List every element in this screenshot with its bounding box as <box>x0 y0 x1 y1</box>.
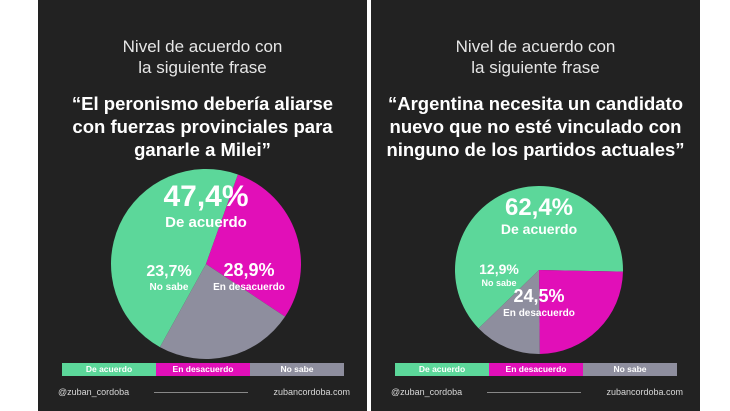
slice-name-label: En desacuerdo <box>503 308 575 319</box>
slice-name-label: En desacuerdo <box>213 282 285 293</box>
quote-line: nuevo que no esté vinculado con <box>389 116 682 137</box>
legend-desacuerdo: En desacuerdo <box>489 363 583 376</box>
pie-chart: 62,4%De acuerdo 24,5% En desacuerdo 12,9%No… <box>454 185 623 355</box>
slice-value-label: 28,9% <box>223 260 274 280</box>
quote-line: “El peronismo debería aliarse <box>71 93 334 114</box>
subtitle-line: Nivel de acuerdo con <box>122 37 283 56</box>
pie-slice-nosabe <box>159 264 286 359</box>
slice-name-label: No sabe <box>150 282 189 293</box>
quote-line: ninguno de los partidos actuales” <box>386 139 685 160</box>
slice-value-label: 62,4% <box>505 194 573 221</box>
website-link: zubancordoba.com <box>606 387 683 397</box>
pie-slice-acuerdo <box>111 169 238 348</box>
subtitle-line: la siguiente frase <box>138 58 267 77</box>
website-link: zubancordoba.com <box>273 387 350 397</box>
legend-desacuerdo: En desacuerdo <box>156 363 250 376</box>
subtitle: Nivel de acuerdo con la siguiente frase <box>38 36 367 78</box>
left-panel: Nivel de acuerdo con la siguiente frase … <box>38 0 367 411</box>
subtitle-line: Nivel de acuerdo con <box>455 37 616 56</box>
quote-line: “Argentina necesita un candidato <box>387 93 684 114</box>
subtitle: Nivel de acuerdo con la siguiente frase <box>371 36 700 78</box>
quote-line: ganarle a Milei” <box>134 139 271 160</box>
panel-divider <box>367 0 371 411</box>
right-panel: Nivel de acuerdo con la siguiente frase … <box>371 0 700 411</box>
slice-value-label: 12,9% <box>479 261 519 277</box>
slice-value-label: 24,5% <box>513 286 564 306</box>
footer: @zuban_cordoba zubancordoba.com <box>391 385 683 399</box>
legend-acuerdo: De acuerdo <box>395 363 489 376</box>
legend: De acuerdo En desacuerdo No sabe <box>62 363 344 376</box>
slice-value-label: 47,4% <box>163 180 248 213</box>
subtitle-line: la siguiente frase <box>471 58 600 77</box>
pie-slice-desacuerdo <box>539 270 623 354</box>
pie-chart: 47,4%De acuerdo 28,9% En desacuerdo 23,7% No… <box>111 169 301 359</box>
footer-line <box>154 392 248 393</box>
legend-nosabe: No sabe <box>583 363 677 376</box>
social-handle: @zuban_cordoba <box>58 387 130 397</box>
footer-line <box>487 392 581 393</box>
pie-slice-acuerdo <box>454 185 623 329</box>
quote-line: con fuerzas provinciales para <box>72 116 333 137</box>
quote: “Argentina necesita un candidato nuevo q… <box>371 92 700 161</box>
legend-acuerdo: De acuerdo <box>62 363 156 376</box>
quote: “El peronismo debería aliarse con fuerza… <box>38 92 367 161</box>
slice-value-label: 23,7% <box>146 263 191 280</box>
pie-slice-desacuerdo <box>206 174 301 317</box>
slice-name-label: De acuerdo <box>501 221 577 237</box>
legend: De acuerdo En desacuerdo No sabe <box>395 363 677 376</box>
footer: @zuban_cordoba zubancordoba.com <box>58 385 350 399</box>
slice-name-label: De acuerdo <box>165 214 247 231</box>
legend-nosabe: No sabe <box>250 363 344 376</box>
slice-name-label: No sabe <box>481 278 516 288</box>
social-handle: @zuban_cordoba <box>391 387 463 397</box>
pie-slice-nosabe <box>478 270 540 355</box>
